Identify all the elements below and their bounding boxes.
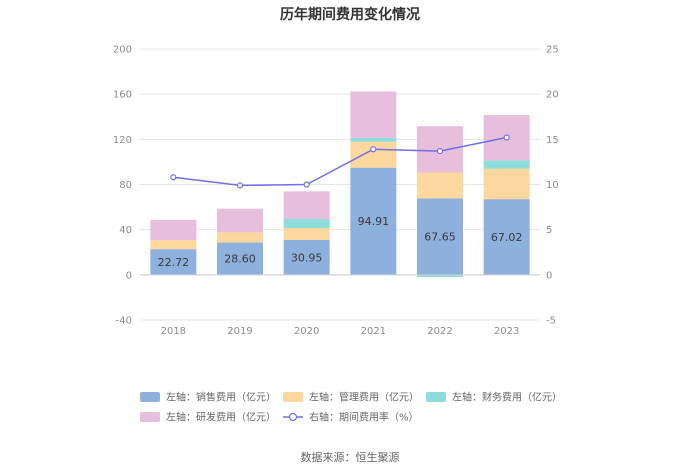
- bar-segment-2022-s2: [417, 274, 463, 278]
- left-axis-tick-label: 80: [119, 180, 132, 191]
- bar-segment-2021-s1: [350, 141, 397, 168]
- right-axis-tick-label: 5: [546, 225, 552, 236]
- bar-segment-2019-s3: [217, 208, 263, 233]
- x-tick-label-2022: 2022: [427, 326, 452, 337]
- bar-segment-2020-s2: [283, 218, 330, 229]
- legend: 左轴：销售费用（亿元） 左轴：管理费用（亿元） 左轴：财务费用（亿元） 左轴：研发费用…: [140, 391, 562, 424]
- bar-value-label-2019: 28.60: [224, 253, 256, 266]
- bar-value-label-2018: 22.72: [158, 256, 190, 269]
- bar-segment-2021-s2: [350, 137, 397, 142]
- legend-label-3: 左轴：研发费用（亿元）: [166, 411, 276, 424]
- x-tick-label-2018: 2018: [161, 326, 186, 337]
- bar-segment-2019-s0: [217, 242, 263, 275]
- legend-swatch-2: [426, 392, 446, 402]
- right-axis-tick-label: 20: [546, 90, 559, 101]
- legend-swatch-0: [140, 392, 160, 402]
- x-tick-label-2021: 2021: [361, 326, 386, 337]
- rate-point-2021: [370, 146, 377, 153]
- rate-line-series: [170, 134, 510, 189]
- bar-segment-2022-s1: [417, 172, 463, 199]
- left-axis-tick-label: 200: [113, 45, 132, 56]
- rate-point-2022: [436, 147, 444, 155]
- bar-segment-2018-s0: [150, 249, 197, 275]
- left-axis-tick-label: 40: [119, 225, 132, 236]
- bar-data-labels: 22.72 28.60 30.95 94.91 67.65 67.02: [158, 215, 523, 269]
- bar-segment-2023-s0: [483, 199, 530, 275]
- bar-value-label-2021: 94.91: [358, 215, 390, 228]
- rate-line: [173, 136, 507, 187]
- chart-title: 历年期间费用变化情况: [280, 6, 420, 23]
- bar-segment-2021-s0: [350, 167, 397, 275]
- rate-point-2019: [236, 182, 244, 189]
- bar-segment-2023-s1: [483, 168, 530, 200]
- x-tick-label-2019: 2019: [227, 326, 252, 337]
- rate-point-2018: [170, 174, 177, 181]
- bar-segment-2022-s0: [417, 198, 463, 275]
- bar-segment-2019-s1: [217, 232, 263, 243]
- bar-segment-2018-s3: [150, 219, 197, 241]
- right-axis-tick-label: 15: [546, 135, 559, 146]
- legend-label-2: 左轴：财务费用（亿元）: [452, 391, 562, 404]
- bar-value-label-2022: 67.65: [424, 231, 456, 244]
- bar-segment-2021-s3: [350, 91, 397, 138]
- right-axis: -5 0 5 10 15 20 25: [546, 45, 559, 327]
- left-axis-tick-label: 120: [113, 135, 132, 146]
- bar-value-label-2020: 30.95: [291, 251, 323, 264]
- bar-segment-2023-s2: [483, 160, 530, 169]
- legend-label-0: 左轴：销售费用（亿元）: [166, 391, 276, 404]
- bar-segment-2020-s0: [283, 239, 330, 275]
- x-tick-label-2023: 2023: [494, 326, 519, 337]
- bar-series: [150, 91, 530, 278]
- bar-value-label-2023: 67.02: [491, 231, 523, 244]
- legend-label-1: 左轴：管理费用（亿元）: [309, 391, 419, 404]
- rate-point-2023: [503, 134, 510, 141]
- right-axis-tick-label: 10: [546, 180, 559, 191]
- right-axis-tick-label: 25: [546, 45, 559, 56]
- left-axis-tick-label: 0: [126, 270, 132, 281]
- grid-lines: [140, 48, 540, 321]
- bar-segment-2020-s1: [283, 228, 330, 240]
- legend-label-4: 右轴：期间费用率（%）: [309, 411, 419, 424]
- right-axis-tick-label: -5: [546, 316, 556, 327]
- x-tick-label-2020: 2020: [294, 326, 319, 337]
- data-source: 数据来源：恒生聚源: [301, 450, 400, 464]
- bar-segment-2020-s3: [283, 191, 330, 219]
- x-axis: 2018 2019 2020 2021 2022 2023: [140, 274, 540, 337]
- left-axis: -40 0 40 80 120 160 200: [113, 45, 132, 327]
- legend-marker-icon: [288, 412, 298, 422]
- left-axis-tick-label: -40: [116, 316, 132, 327]
- bar-segment-2018-s1: [150, 240, 197, 250]
- rate-point-2020: [303, 181, 310, 188]
- legend-swatch-1: [283, 392, 303, 402]
- legend-swatch-3: [140, 412, 160, 422]
- right-axis-tick-label: 0: [546, 270, 552, 281]
- left-axis-tick-label: 160: [113, 90, 132, 101]
